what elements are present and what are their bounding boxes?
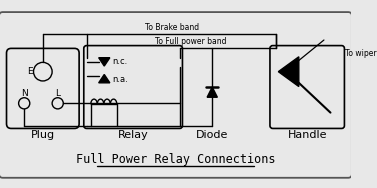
Text: Relay: Relay [118, 130, 149, 140]
Text: To wiper: To wiper [345, 49, 377, 58]
Text: n.c.: n.c. [113, 57, 128, 66]
Text: Handle: Handle [287, 130, 327, 140]
Polygon shape [207, 87, 218, 97]
Text: Plug: Plug [31, 130, 55, 140]
Text: n.a.: n.a. [113, 75, 129, 84]
Circle shape [18, 98, 30, 109]
Polygon shape [99, 58, 110, 66]
Text: Diode: Diode [196, 130, 228, 140]
Circle shape [34, 62, 52, 81]
Text: To Full power band: To Full power band [155, 37, 227, 46]
FancyBboxPatch shape [84, 46, 182, 128]
FancyBboxPatch shape [0, 12, 352, 178]
Polygon shape [278, 57, 299, 86]
Text: L: L [55, 89, 60, 99]
FancyBboxPatch shape [270, 46, 345, 128]
Text: E: E [27, 67, 32, 76]
Text: To Brake band: To Brake band [145, 23, 199, 32]
Text: Full Power Relay Connections: Full Power Relay Connections [76, 153, 275, 166]
Text: N: N [21, 89, 28, 99]
FancyBboxPatch shape [6, 48, 79, 128]
Polygon shape [99, 74, 110, 83]
Circle shape [52, 98, 63, 109]
